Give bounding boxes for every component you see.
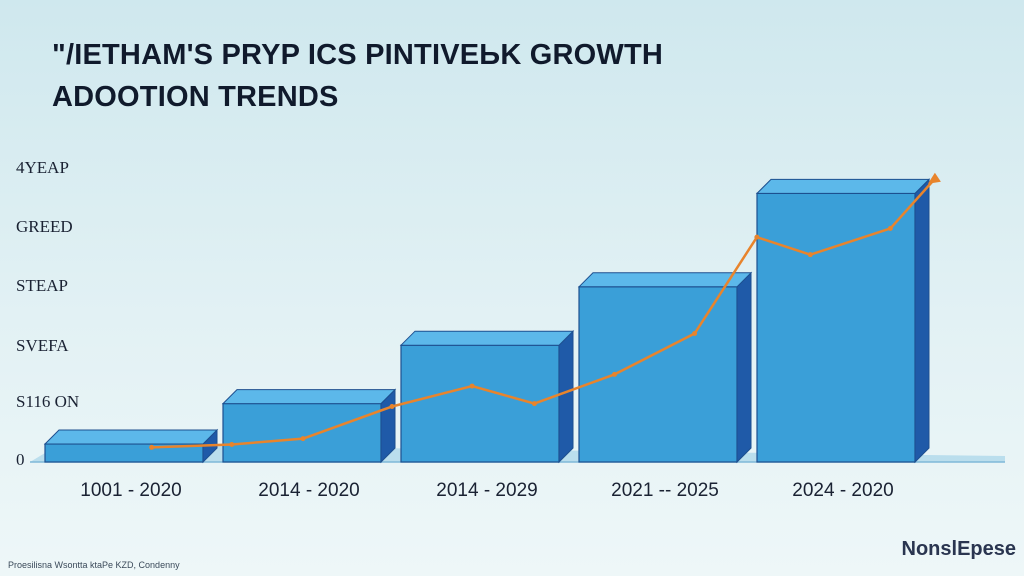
y-tick-label: 4YEAP <box>16 158 69 177</box>
y-tick-label: S116 ON <box>16 392 80 411</box>
bar-top-5 <box>755 178 931 194</box>
trend-point-3 <box>300 436 306 442</box>
trend-line <box>151 177 936 449</box>
chart-title-line-2: ADOOTION TRENDS <box>52 81 339 113</box>
x-tick-label: 2014 - 2029 <box>436 480 538 501</box>
trend-point-2 <box>229 441 235 447</box>
y-tick-label: GREED <box>16 217 73 236</box>
trend-point-5 <box>469 383 475 389</box>
trend-point-10 <box>807 252 813 258</box>
trend-point-9 <box>754 234 760 240</box>
bar-side-3 <box>558 329 574 464</box>
trend-point-4 <box>389 404 395 410</box>
trend-point-6 <box>531 401 537 407</box>
x-tick-label: 1001 - 2020 <box>80 480 182 501</box>
trend-point-11 <box>887 225 893 231</box>
y-tick-label: 0 <box>16 450 25 469</box>
bar-5 <box>756 192 916 463</box>
footer-note: Proesilisna Wsontta ktaPe KZD, Condenny <box>8 560 180 570</box>
trend-arrow-head <box>927 172 941 184</box>
chart-title-line-1: "/IETHAM'S PRYP ICS PINTIVEЬK GROWTH <box>52 39 664 71</box>
bar-top-3 <box>399 330 575 346</box>
bar-top-1 <box>43 429 219 445</box>
bar-side-4 <box>736 271 752 464</box>
bar-4 <box>578 286 738 463</box>
bar-top-2 <box>221 389 397 405</box>
trend-point-8 <box>692 331 698 337</box>
bar-top-4 <box>577 272 753 288</box>
trend-point-7 <box>612 371 617 377</box>
trend-point-1 <box>149 444 155 450</box>
x-tick-label: 2014 - 2020 <box>258 480 360 501</box>
y-tick-label: STEAP <box>16 276 68 295</box>
x-tick-label: 2024 - 2020 <box>792 480 894 501</box>
chart-title: "/IETHAM'S PRYP ICS PINTIVEЬK GROWTH ADO… <box>52 34 663 118</box>
x-tick-label: 2021 -- 2025 <box>611 480 719 501</box>
bar-side-5 <box>914 178 930 464</box>
brand-logo: NonslEpese <box>901 538 1016 560</box>
y-tick-label: SVEFA <box>16 336 69 355</box>
bar-2 <box>222 403 382 463</box>
